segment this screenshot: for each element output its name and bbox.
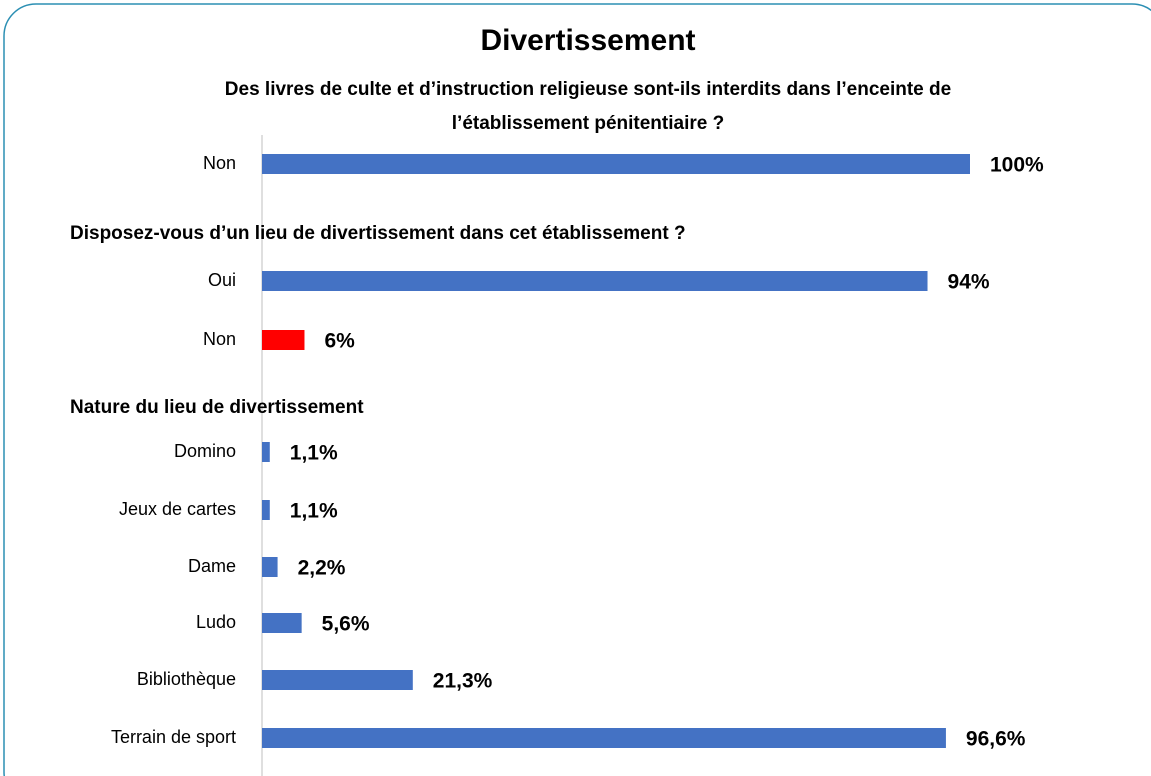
bar bbox=[262, 271, 928, 291]
bar bbox=[262, 613, 302, 633]
category-label: Domino bbox=[174, 441, 236, 461]
category-label: Terrain de sport bbox=[111, 727, 236, 747]
chart-title: Divertissement bbox=[480, 24, 695, 57]
bar bbox=[262, 557, 278, 577]
bar bbox=[262, 330, 305, 350]
value-label: 1,1% bbox=[290, 442, 338, 465]
bar bbox=[262, 670, 413, 690]
bar bbox=[262, 442, 270, 462]
value-label: 100% bbox=[990, 154, 1044, 177]
category-label: Bibliothèque bbox=[137, 669, 236, 689]
section-heading: Disposez-vous d’un lieu de divertissemen… bbox=[70, 223, 686, 244]
value-label: 2,2% bbox=[298, 557, 346, 580]
category-label: Oui bbox=[208, 270, 236, 290]
section-heading: l’établissement pénitentiaire ? bbox=[452, 113, 724, 134]
frame bbox=[3, 3, 1151, 776]
section-heading: Nature du lieu de divertissement bbox=[70, 397, 364, 418]
value-label: 94% bbox=[948, 271, 990, 294]
value-label: 21,3% bbox=[433, 670, 493, 693]
category-label: Non bbox=[203, 329, 236, 349]
bar bbox=[262, 728, 946, 748]
section-heading: Des livres de culte et d’instruction rel… bbox=[225, 79, 951, 100]
value-label: 5,6% bbox=[322, 613, 370, 636]
value-label: 6% bbox=[324, 330, 355, 353]
value-label: 96,6% bbox=[966, 728, 1026, 751]
category-label: Jeux de cartes bbox=[119, 499, 236, 519]
value-label: 1,1% bbox=[290, 500, 338, 523]
category-label: Non bbox=[203, 153, 236, 173]
bar bbox=[262, 154, 970, 174]
category-label: Ludo bbox=[196, 612, 236, 632]
category-label: Dame bbox=[188, 556, 236, 576]
bar bbox=[262, 500, 270, 520]
